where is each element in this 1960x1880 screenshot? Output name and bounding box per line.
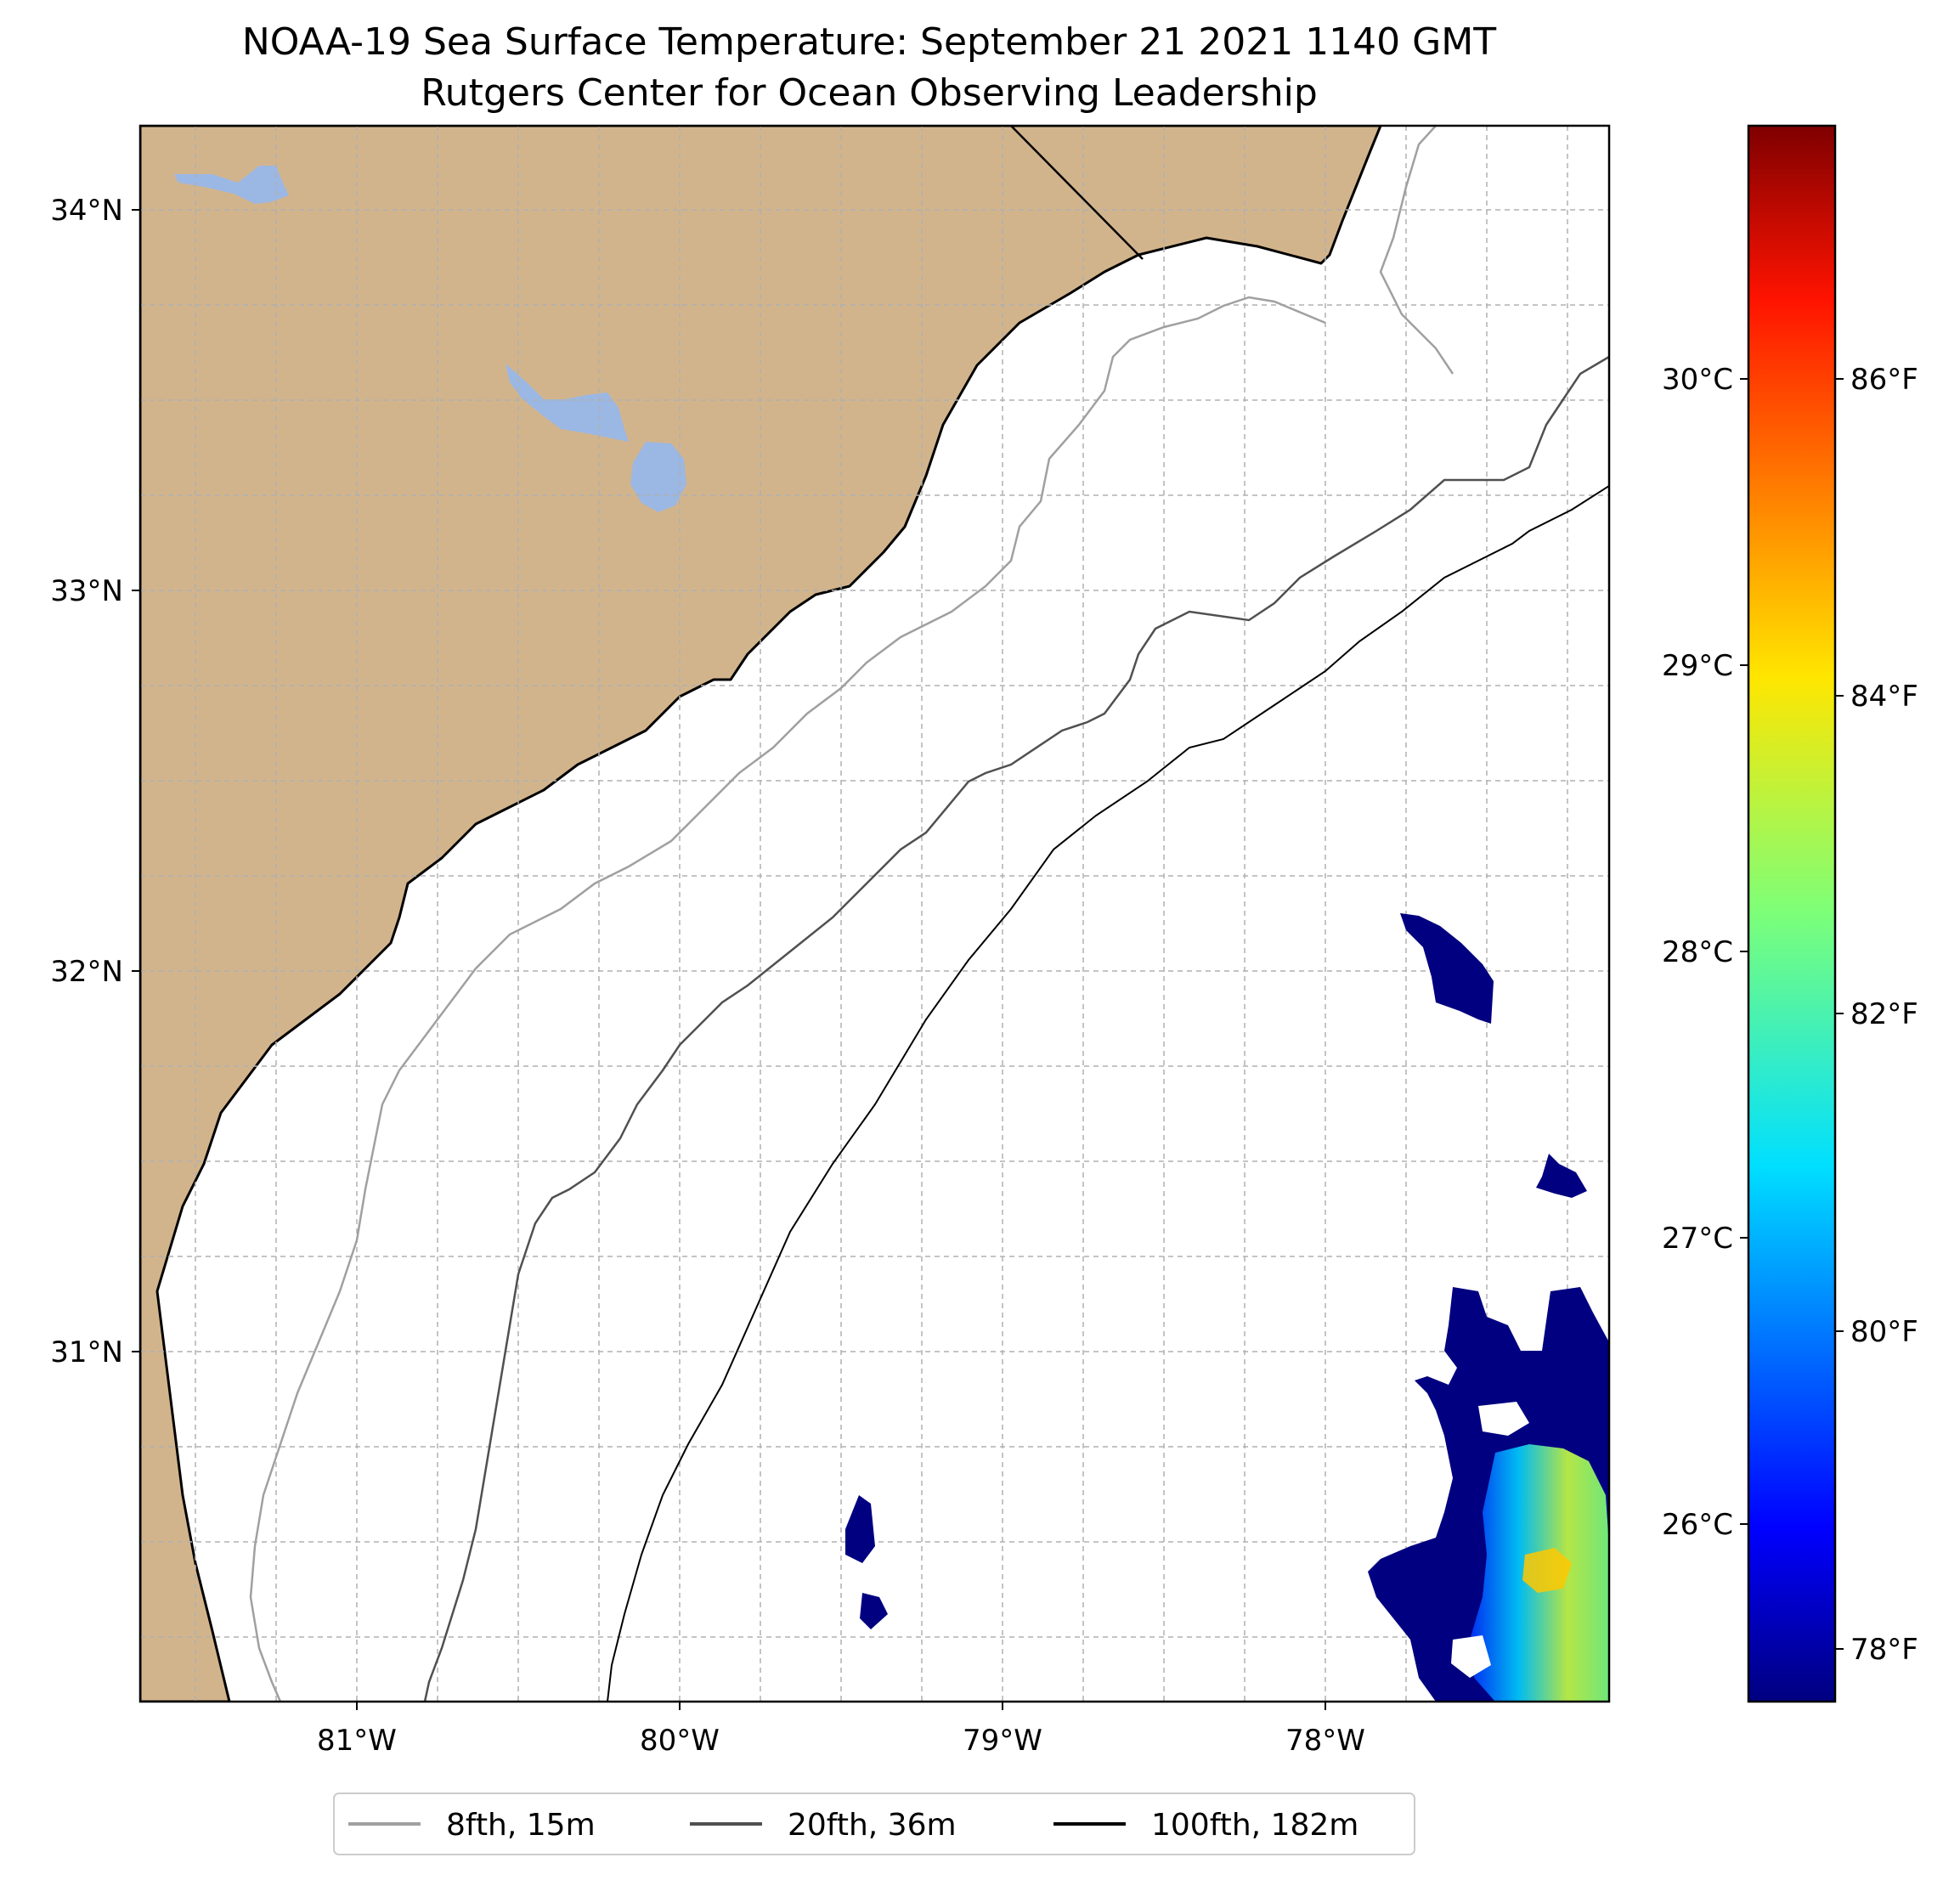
colorbar-ticks (1740, 378, 1844, 1650)
sst-data-patches (845, 913, 1609, 1702)
colorbar-celsius-label: 29°C (1662, 649, 1733, 683)
colorbar: 30°C 29°C 28°C 27°C 26°C 86°F 84°F 82°F … (1662, 124, 1918, 1703)
legend-label-20fth: 20fth, 36m (788, 1808, 957, 1843)
legend-label-100fth: 100fth, 182m (1151, 1808, 1358, 1843)
colorbar-celsius-label: 27°C (1662, 1222, 1733, 1256)
y-tick-label: 34°N (50, 194, 123, 228)
sst-warm-spot (1522, 1548, 1572, 1593)
map-gridlines (140, 126, 1609, 1702)
colorbar-celsius-label: 26°C (1662, 1508, 1733, 1542)
isobath-20fth-line (423, 355, 1609, 1702)
colorbar-fahrenheit-label: 84°F (1850, 680, 1918, 714)
colorbar-celsius-label: 30°C (1662, 363, 1733, 397)
lake-moultrie (630, 442, 686, 512)
map-frame (138, 124, 1611, 1703)
map-panel (140, 126, 1609, 1702)
colorbar-celsius-label: 28°C (1662, 935, 1733, 969)
sst-cold-hole (1478, 1402, 1529, 1436)
legend-label-8fth: 8fth, 15m (446, 1808, 596, 1843)
y-tick-label: 33°N (50, 574, 123, 608)
lake-north (174, 166, 289, 204)
state-border-line (1010, 126, 1144, 260)
sst-cold-hole-2 (1451, 1635, 1491, 1678)
isobath-8fth-line (249, 126, 1454, 1702)
map-title: NOAA-19 Sea Surface Temperature: Septemb… (242, 20, 1496, 64)
legend-box (333, 1792, 1415, 1855)
colorbar-fahrenheit-label: 78°F (1850, 1633, 1918, 1667)
sst-patch-north (1400, 913, 1494, 1024)
map-legend: 8fth, 15m 20fth, 36m 100fth, 182m (333, 1792, 1415, 1855)
land-mass (140, 126, 1382, 1702)
map-subtitle: Rutgers Center for Ocean Observing Leade… (421, 71, 1318, 115)
sst-patch-small-2 (845, 1495, 875, 1563)
colorbar-fahrenheit-label: 82°F (1850, 997, 1918, 1031)
colorbar-fahrenheit-label: 80°F (1850, 1315, 1918, 1349)
colorbar-fahrenheit-label: 86°F (1850, 363, 1918, 397)
axis-ticks (132, 209, 1326, 1710)
x-tick-label: 81°W (317, 1724, 397, 1758)
x-tick-label: 78°W (1285, 1724, 1365, 1758)
colorbar-gradient (1747, 124, 1837, 1703)
x-tick-label: 79°W (963, 1724, 1042, 1758)
y-tick-label: 32°N (50, 955, 123, 989)
x-tick-label: 80°W (640, 1724, 720, 1758)
sst-patch-small-3 (860, 1593, 888, 1629)
sst-patch-small-1 (1536, 1154, 1587, 1198)
lake-marion (506, 364, 629, 442)
y-tick-label: 31°N (50, 1335, 123, 1369)
isobath-100fth-line (607, 485, 1609, 1702)
